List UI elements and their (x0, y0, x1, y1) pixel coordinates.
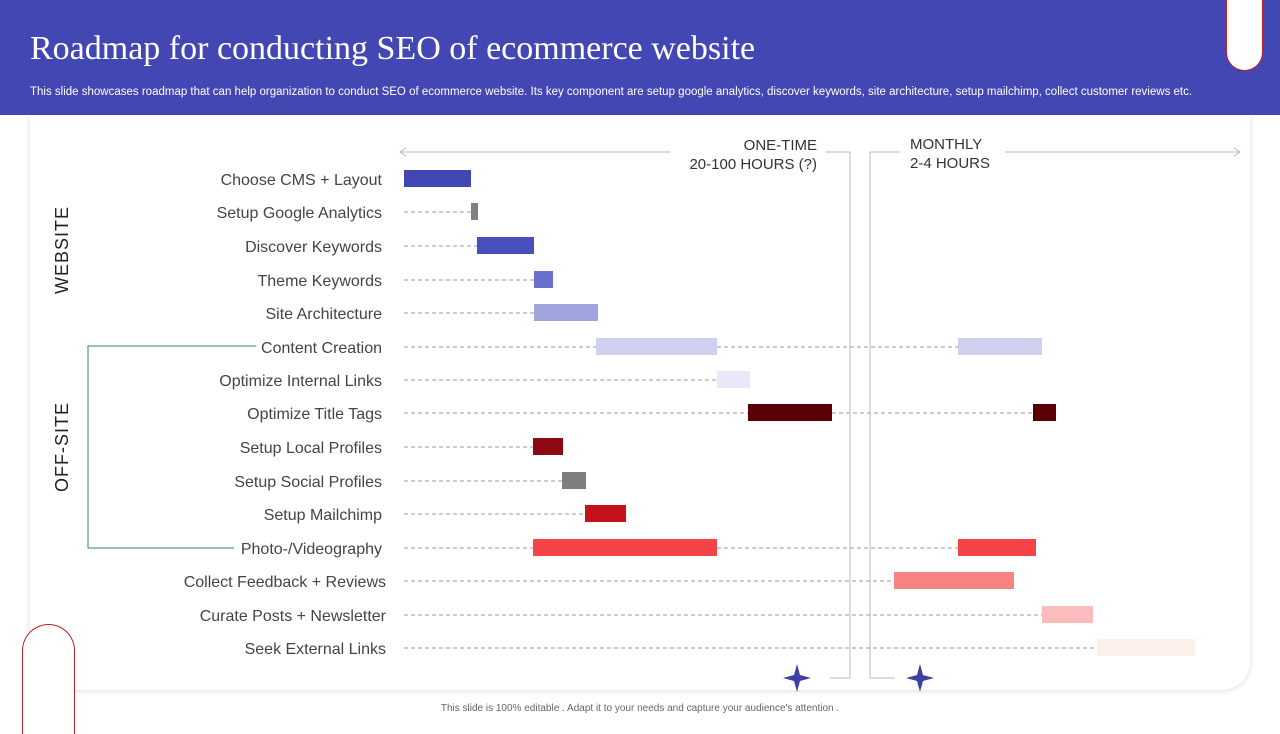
slide-subtitle: This slide showcases roadmap that can he… (30, 86, 1193, 98)
task-label: Seek External Links (245, 641, 386, 658)
task-bar (717, 371, 750, 388)
task-label: Choose CMS + Layout (221, 172, 383, 189)
task-bar (958, 338, 1042, 355)
task-label: Setup Local Profiles (240, 440, 382, 457)
task-label: Site Architecture (266, 306, 383, 323)
task-label: Setup Google Analytics (217, 205, 382, 222)
task-row: Setup Google Analytics (217, 203, 478, 222)
one-time-phase-label: ONE-TIME (744, 137, 817, 154)
monthly-phase-frame (869, 147, 1241, 679)
monthly-phase-label: MONTHLY (910, 136, 982, 153)
task-bar (1097, 639, 1195, 656)
task-row: Content Creation (261, 338, 1042, 357)
task-row: Theme Keywords (258, 271, 553, 290)
task-row: Optimize Title Tags (247, 404, 1056, 423)
task-label: Discover Keywords (245, 239, 382, 256)
task-bar (596, 338, 717, 355)
slide-title: Roadmap for conducting SEO of ecommerce … (30, 30, 756, 67)
task-row: Photo-/Videography (241, 539, 1036, 558)
four-point-star-icon (783, 664, 811, 692)
task-bar (477, 237, 534, 254)
one-time-hours-label: 20-100 HOURS (?) (689, 156, 817, 173)
task-bar (534, 304, 598, 321)
task-row: Setup Mailchimp (264, 505, 626, 524)
task-bar (1033, 404, 1056, 421)
roadmap-card (30, 115, 1250, 690)
task-bar (1042, 606, 1093, 623)
task-bar (534, 271, 553, 288)
decorative-arch-shape (22, 624, 75, 734)
task-bar (562, 472, 586, 489)
task-label: Setup Mailchimp (264, 507, 382, 524)
task-bar (533, 539, 717, 556)
task-label: Photo-/Videography (241, 541, 382, 558)
task-label: Collect Feedback + Reviews (184, 574, 386, 591)
decorative-tab-shape (1226, 0, 1263, 71)
task-label: Setup Social Profiles (234, 474, 382, 491)
task-bar (404, 170, 471, 187)
task-row: Setup Local Profiles (240, 438, 563, 457)
website-group-label: WEBSITE (52, 206, 72, 294)
task-label: Optimize Title Tags (247, 406, 382, 423)
task-label: Optimize Internal Links (219, 373, 382, 390)
task-bar (471, 203, 478, 220)
task-row: Site Architecture (266, 304, 598, 323)
one-time-phase-frame (399, 147, 851, 679)
task-row: Choose CMS + Layout (221, 170, 471, 189)
task-bar (894, 572, 1014, 589)
task-row: Setup Social Profiles (234, 472, 586, 491)
task-rows: Choose CMS + Layout Setup Google Analytic… (184, 170, 1195, 658)
task-bar (748, 404, 832, 421)
task-label: Theme Keywords (258, 273, 383, 290)
offsite-bracket (87, 345, 256, 549)
task-bar (533, 438, 563, 455)
four-point-star-icon (906, 664, 934, 692)
task-bar (958, 539, 1036, 556)
task-row: Collect Feedback + Reviews (184, 572, 1014, 591)
offsite-group-label: OFF-SITE (52, 402, 72, 492)
header-banner: Roadmap for conducting SEO of ecommerce … (0, 0, 1280, 115)
footer-note: This slide is 100% editable . Adapt it t… (440, 703, 840, 714)
task-bar (585, 505, 626, 522)
task-row: Seek External Links (245, 639, 1195, 658)
task-row: Optimize Internal Links (219, 371, 750, 390)
task-row: Discover Keywords (245, 237, 534, 256)
task-label: Content Creation (261, 340, 382, 357)
task-label: Curate Posts + Newsletter (200, 608, 387, 625)
task-row: Curate Posts + Newsletter (200, 606, 1093, 625)
monthly-hours-label: 2-4 HOURS (910, 155, 990, 172)
